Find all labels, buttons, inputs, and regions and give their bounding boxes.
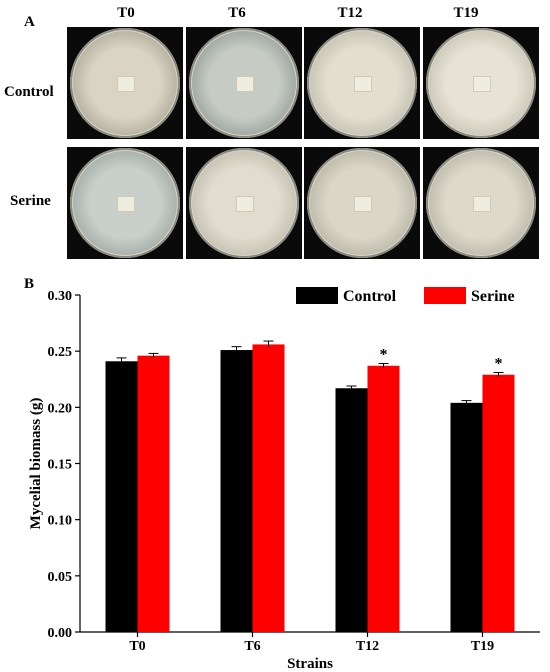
legend-swatch-control — [296, 287, 338, 304]
y-tick-label: 0.00 — [48, 626, 73, 641]
panel-a-letter: A — [24, 14, 35, 30]
y-tick-label: 0.05 — [48, 570, 73, 585]
petri-dish-control-t19 — [423, 27, 539, 139]
row-label-serine: Serine — [10, 193, 51, 209]
mycelium-plug — [117, 76, 135, 92]
x-tick-label: T0 — [129, 639, 145, 654]
petri-dish-control-t6 — [186, 27, 302, 139]
dish-image — [70, 148, 180, 258]
mycelium-plug — [354, 76, 372, 92]
dish-image — [307, 148, 417, 258]
y-tick-label: 0.10 — [48, 514, 73, 529]
legend-swatch-serine — [424, 287, 466, 304]
dish-image — [426, 28, 536, 138]
dish-image — [70, 28, 180, 138]
bar-serine-t19 — [482, 374, 515, 632]
mycelium-plug — [117, 196, 135, 212]
petri-dish-control-t12 — [304, 27, 420, 139]
mycelium-plug — [236, 196, 254, 212]
column-label-t19: T19 — [453, 5, 479, 21]
petri-dish-serine-t0 — [67, 147, 183, 259]
dish-image — [426, 148, 536, 258]
significance-mark: * — [380, 347, 388, 364]
x-tick-label: T12 — [356, 639, 379, 654]
column-label-t0: T0 — [117, 5, 135, 21]
bar-serine-t6 — [252, 344, 285, 632]
petri-dish-control-t0 — [67, 27, 183, 139]
bar-control-t19 — [450, 402, 483, 632]
dish-image — [189, 148, 299, 258]
bar-control-t6 — [220, 350, 253, 632]
mycelium-plug — [473, 196, 491, 212]
significance-mark: * — [495, 356, 503, 373]
bar-serine-t0 — [137, 355, 170, 632]
mycelium-plug — [354, 196, 372, 212]
bar-serine-t12 — [367, 365, 400, 632]
y-axis-label: Mycelial biomass (g) — [28, 398, 44, 530]
mycelium-plug — [473, 76, 491, 92]
row-label-control: Control — [4, 84, 54, 100]
x-tick-label: T6 — [244, 639, 260, 654]
petri-dish-serine-t12 — [304, 147, 420, 259]
petri-dish-serine-t19 — [423, 147, 539, 259]
dish-image — [189, 28, 299, 138]
panel-b-letter: B — [24, 276, 34, 292]
x-tick-label: T19 — [471, 639, 494, 654]
y-tick-label: 0.20 — [48, 401, 73, 416]
y-tick-label: 0.15 — [48, 458, 73, 473]
bar-control-t12 — [335, 388, 368, 632]
bar-control-t0 — [105, 361, 138, 632]
x-axis-label: Strains — [287, 656, 333, 672]
y-tick-label: 0.25 — [48, 345, 73, 360]
mycelium-plug — [236, 76, 254, 92]
petri-dish-serine-t6 — [186, 147, 302, 259]
legend-label-serine: Serine — [471, 288, 515, 305]
legend-label-control: Control — [343, 288, 397, 305]
dish-image — [307, 28, 417, 138]
y-tick-label: 0.30 — [48, 289, 73, 304]
column-label-t12: T12 — [337, 5, 363, 21]
column-label-t6: T6 — [228, 5, 246, 21]
